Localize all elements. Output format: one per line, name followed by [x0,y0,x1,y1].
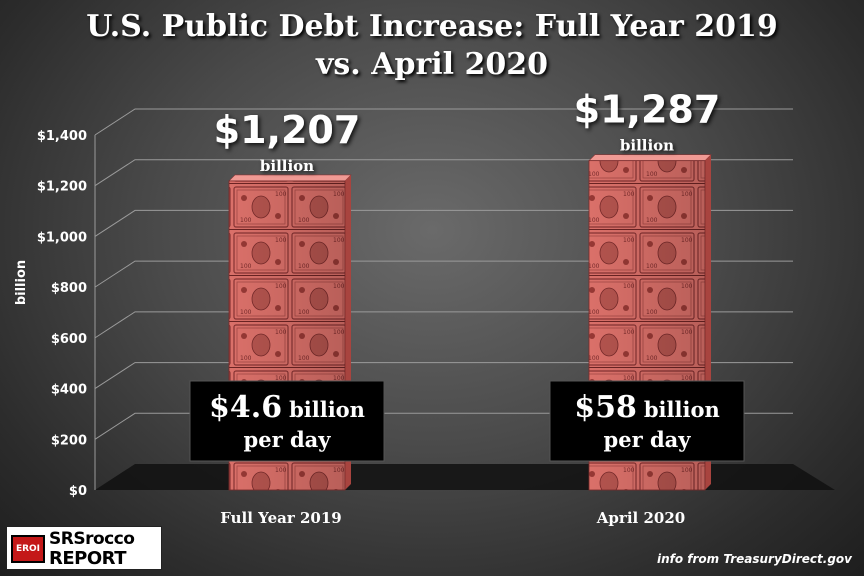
srsrocco-logo: EROI SRSrocco REPORT [6,526,162,570]
source-note: info from TreasuryDirect.gov [656,552,852,566]
annotation-space [637,398,644,422]
y-tick-label: $800 [51,281,87,296]
annotation-amount: $58 [574,390,637,425]
y-tick-label: $600 [51,332,87,347]
annotation-line2: per day [604,427,692,452]
bar-value-label: $1,207 [214,108,361,152]
y-axis-label: billion [14,260,29,305]
y-tick-label: $400 [51,383,87,398]
annotation-unit: billion [644,397,720,422]
annotation-line1: $58 billion [574,390,719,425]
chart-title-line2: vs. April 2020 [315,47,548,82]
bar-top [588,154,712,161]
bar-top [228,174,352,182]
bar-value-label: $1,287 [574,88,721,132]
annotation-unit: billion [289,397,365,422]
chart-title-line1: U.S. Public Debt Increase: Full Year 201… [86,9,778,44]
chart-title: U.S. Public Debt Increase: Full Year 201… [0,8,864,84]
y-axis: $0 $200 $400 $600 $800 $1,000 $1,200 $1,400 bill… [14,129,96,499]
eroi-badge: EROI [11,535,45,563]
chart-floor [95,464,835,490]
logo-line1: SRSrocco [49,529,135,549]
y-tick-label: $1,400 [37,129,87,144]
annotation-line2: per day [244,427,332,452]
y-tick-label: $1,000 [37,230,87,245]
gridline [94,108,793,136]
gridline [94,209,793,237]
gridline [94,362,793,389]
y-tick-label: $200 [51,433,87,448]
gridline [94,260,793,288]
bar-value-unit: billion [260,157,314,175]
annotation-box [549,380,745,462]
x-category-label: Full Year 2019 [220,509,341,527]
annotation-space [282,398,289,422]
annotation-amount: $4.6 [209,390,282,425]
bar-value-unit: billion [620,137,674,155]
gridline [94,311,793,339]
annotation-box [189,380,385,462]
y-tick-label: $0 [69,484,87,499]
logo-line2: REPORT [49,548,126,569]
y-tick-label: $1,200 [37,180,87,195]
x-category-label: April 2020 [596,509,685,527]
annotation-line1: $4.6 billion [209,390,365,425]
gridline [94,159,793,187]
